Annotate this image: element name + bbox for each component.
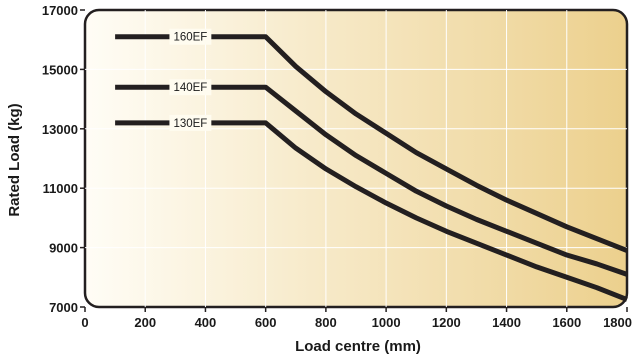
- x-tick-label: 1200: [432, 315, 461, 330]
- series-label-140EF: 140EF: [173, 82, 207, 94]
- x-tick-label: 1800: [603, 315, 632, 330]
- x-tick-label: 1000: [372, 315, 401, 330]
- series-label-130EF: 130EF: [173, 118, 207, 130]
- y-tick-label: 9000: [49, 241, 78, 256]
- x-tick-label: 1600: [552, 315, 581, 330]
- x-tick-label: 200: [134, 315, 156, 330]
- series-line-130EF: [115, 120, 628, 302]
- y-tick-label: 13000: [42, 122, 78, 137]
- y-tick-label: 17000: [42, 3, 78, 18]
- y-tick-label: 7000: [49, 300, 78, 315]
- x-tick-label: 1400: [492, 315, 521, 330]
- y-tick-label: 11000: [43, 181, 78, 196]
- series-line-160EF: [115, 34, 628, 253]
- series-label-bg: [169, 114, 212, 131]
- y-tick-label: 15000: [42, 62, 78, 77]
- x-tick-label: 0: [81, 315, 88, 330]
- series-line-140EF: [115, 84, 628, 277]
- x-tick-label: 800: [315, 315, 337, 330]
- y-axis-title: Rated Load (kg): [6, 103, 23, 216]
- series-label-160EF: 160EF: [173, 32, 207, 44]
- series-label-bg: [169, 28, 212, 45]
- x-axis-title: Load centre (mm): [295, 338, 421, 355]
- series-label-bg: [169, 79, 212, 96]
- y-axis-ticks: 7000 9000 11000 13000 15000 17000: [42, 3, 85, 315]
- x-tick-label: 600: [255, 315, 277, 330]
- x-tick-label: 400: [195, 315, 217, 330]
- plot-area: [83, 8, 629, 309]
- series: 160EF 140EF 130EF: [115, 28, 628, 302]
- x-axis-ticks: 0 200 400 600 800 1000 1200 1400 1600 1800: [81, 307, 632, 330]
